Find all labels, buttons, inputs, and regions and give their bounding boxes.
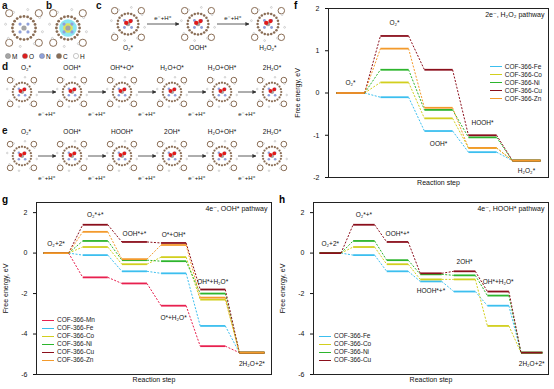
svg-text:HOOH*+*: HOOH*+* xyxy=(417,287,446,294)
html-text:h: h xyxy=(279,194,286,205)
html-text:COF-366-Ni: COF-366-Ni xyxy=(334,348,369,355)
svg-text:-4: -4 xyxy=(298,330,304,337)
svg-text:OOH*: OOH* xyxy=(189,44,207,51)
svg-text:O₂*: O₂* xyxy=(345,79,356,86)
svg-text:e⁻+H⁺: e⁻+H⁺ xyxy=(238,111,256,117)
svg-text:O₂*: O₂* xyxy=(21,128,32,135)
html-text:COF-366-Mn: COF-366-Mn xyxy=(57,316,95,323)
svg-text:e⁻+H⁺: e⁻+H⁺ xyxy=(154,15,172,21)
html-text:COF-366-Fe: COF-366-Fe xyxy=(334,332,371,339)
svg-text:e⁻+H⁺: e⁻+H⁺ xyxy=(138,111,156,117)
svg-text:M: M xyxy=(12,53,17,60)
svg-text:Free energy, eV: Free energy, eV xyxy=(2,263,10,313)
svg-text:N: N xyxy=(46,53,51,60)
svg-text:0: 0 xyxy=(316,89,320,96)
html-text:COF-366-Zn: COF-366-Zn xyxy=(57,356,94,363)
svg-text:OOH*: OOH* xyxy=(430,140,448,147)
svg-text:c: c xyxy=(96,0,102,11)
svg-text:2: 2 xyxy=(24,209,28,216)
html-text:g: g xyxy=(2,194,9,205)
html-text:COF-366-Fe: COF-366-Fe xyxy=(57,324,94,331)
svg-text:OH*+O*: OH*+O* xyxy=(110,64,134,71)
svg-text:H: H xyxy=(80,53,85,60)
svg-text:OH*+H₂O*: OH*+H₂O* xyxy=(483,277,514,284)
svg-text:O: O xyxy=(29,53,34,60)
svg-text:O₂+2*: O₂+2* xyxy=(47,240,65,247)
svg-text:O₂*+*: O₂*+* xyxy=(356,211,373,218)
svg-text:2H₂O+2*: 2H₂O+2* xyxy=(519,360,545,367)
svg-text:0: 0 xyxy=(301,249,305,256)
svg-text:OOH*+*: OOH*+* xyxy=(386,230,410,237)
html-text:COF-366-Fe: COF-366-Fe xyxy=(504,62,542,70)
svg-text:2H₂O*: 2H₂O* xyxy=(263,128,282,135)
svg-text:O₂*: O₂* xyxy=(21,64,32,71)
svg-text:e⁻+H⁺: e⁻+H⁺ xyxy=(88,111,106,117)
svg-text:2OH*: 2OH* xyxy=(457,258,473,265)
svg-text:e⁻+H⁺: e⁻+H⁺ xyxy=(188,175,206,181)
svg-text:e: e xyxy=(2,125,8,136)
html-text:COF-366-Co: COF-366-Co xyxy=(504,70,542,78)
svg-text:2OH*: 2OH* xyxy=(164,128,180,135)
svg-text:2e⁻, H₂O₂ pathway: 2e⁻, H₂O₂ pathway xyxy=(485,11,545,19)
svg-text:Free energy, eV: Free energy, eV xyxy=(279,263,287,313)
svg-text:0: 0 xyxy=(24,249,28,256)
svg-text:2: 2 xyxy=(301,209,305,216)
svg-text:-2: -2 xyxy=(298,290,304,297)
svg-text:H₂O+O*: H₂O+O* xyxy=(160,64,184,71)
svg-text:H₂O+OH*: H₂O+OH* xyxy=(208,64,237,71)
svg-text:H₂O₂*: H₂O₂* xyxy=(259,44,277,51)
svg-text:H₂O₂*: H₂O₂* xyxy=(518,167,536,174)
svg-text:Free energy, eV: Free energy, eV xyxy=(294,68,302,118)
svg-text:2: 2 xyxy=(316,5,320,12)
svg-text:-6: -6 xyxy=(21,371,27,378)
svg-text:-2: -2 xyxy=(21,290,27,297)
svg-text:HOOH*: HOOH* xyxy=(471,119,494,126)
html-text:COF-366-Cu: COF-366-Cu xyxy=(334,356,372,363)
svg-text:O₂*+*: O₂*+* xyxy=(87,211,104,218)
svg-text:-2: -2 xyxy=(313,174,319,181)
svg-text:O₂*: O₂* xyxy=(123,44,134,51)
svg-text:1: 1 xyxy=(316,47,320,54)
svg-text:e⁻+H⁺: e⁻+H⁺ xyxy=(38,175,56,181)
svg-text:d: d xyxy=(2,61,8,72)
svg-text:-6: -6 xyxy=(298,371,304,378)
svg-text:O*+OH*: O*+OH* xyxy=(162,231,186,238)
svg-text:2H₂O+2*: 2H₂O+2* xyxy=(239,360,265,367)
svg-text:H₂O+OH*: H₂O+OH* xyxy=(208,128,237,135)
svg-text:-1: -1 xyxy=(313,131,319,138)
svg-text:OOH*: OOH* xyxy=(63,128,81,135)
html-text:COF-366-Co: COF-366-Co xyxy=(57,332,95,339)
svg-text:4e⁻, HOOH* pathway: 4e⁻, HOOH* pathway xyxy=(477,205,545,213)
html-text:COF-366-Co: COF-366-Co xyxy=(334,340,372,347)
svg-text:O*+H₂O*: O*+H₂O* xyxy=(160,314,187,321)
svg-text:e⁻+H⁺: e⁻+H⁺ xyxy=(138,175,156,181)
svg-text:b: b xyxy=(46,0,52,11)
svg-text:HOOH*: HOOH* xyxy=(111,128,134,135)
svg-text:Reaction step: Reaction step xyxy=(410,376,453,384)
svg-text:e⁻+H⁺: e⁻+H⁺ xyxy=(188,111,206,117)
html-text:COF-366-Ni: COF-366-Ni xyxy=(57,340,92,347)
svg-text:OOH*+*: OOH*+* xyxy=(123,230,147,237)
svg-text:a: a xyxy=(2,0,8,11)
html-text:f: f xyxy=(294,0,298,11)
svg-text:4e⁻, OOH* pathway: 4e⁻, OOH* pathway xyxy=(205,205,268,213)
svg-text:OH*+H₂O*: OH*+H₂O* xyxy=(197,277,228,284)
html-text:COF-366-Cu: COF-366-Cu xyxy=(57,348,95,355)
svg-text:e⁻+H⁺: e⁻+H⁺ xyxy=(224,15,242,21)
svg-text:OOH*: OOH* xyxy=(63,64,81,71)
svg-text:e⁻+H⁺: e⁻+H⁺ xyxy=(238,175,256,181)
html-text:COF-366-Cu: COF-366-Cu xyxy=(504,86,542,94)
svg-text:e⁻+H⁺: e⁻+H⁺ xyxy=(88,175,106,181)
svg-text:Reaction step: Reaction step xyxy=(133,376,176,384)
html-text:COF-366-Ni: COF-366-Ni xyxy=(504,78,540,86)
svg-text:2H₂O*: 2H₂O* xyxy=(263,64,282,71)
svg-text:-4: -4 xyxy=(21,330,27,337)
html-text:COF-366-Zn: COF-366-Zn xyxy=(504,94,542,102)
svg-text:O₂+2*: O₂+2* xyxy=(322,240,340,247)
svg-text:C: C xyxy=(63,53,68,60)
svg-text:e⁻+H⁺: e⁻+H⁺ xyxy=(38,111,56,117)
svg-text:O₂*: O₂* xyxy=(389,19,400,26)
svg-text:Reaction step: Reaction step xyxy=(417,179,460,187)
